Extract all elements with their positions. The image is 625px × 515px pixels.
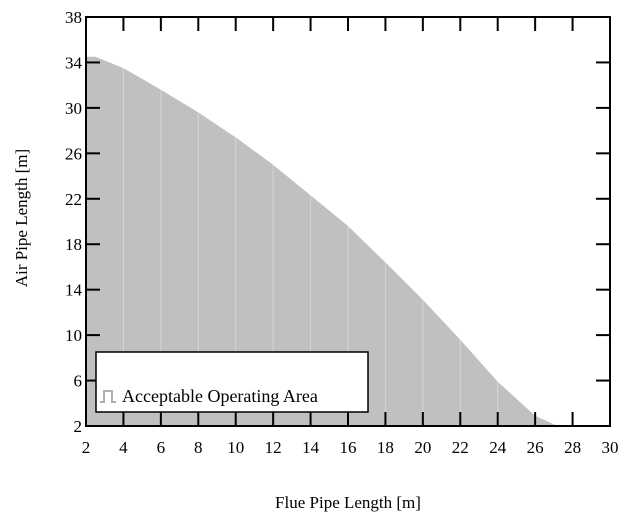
x-axis-title: Flue Pipe Length [m] [275, 493, 421, 512]
x-tick-label: 12 [265, 438, 282, 457]
y-tick-label: 10 [65, 326, 82, 345]
series-area-0 [86, 56, 558, 427]
y-tick-label: 22 [65, 190, 82, 209]
legend-box [95, 351, 369, 413]
x-tick-label: 16 [340, 438, 357, 457]
x-tick-label: 14 [302, 438, 320, 457]
legend-swatch-icon [100, 390, 116, 403]
y-tick-label: 14 [65, 281, 83, 300]
y-tick-label: 34 [65, 53, 83, 72]
x-tick-label: 22 [452, 438, 469, 457]
x-tick-label: 10 [227, 438, 244, 457]
y-axis-title: Air Pipe Length [m] [12, 149, 31, 287]
x-tick-label: 6 [157, 438, 166, 457]
y-tick-label: 30 [65, 99, 82, 118]
x-tick-label: 28 [564, 438, 581, 457]
y-tick-label: 38 [65, 8, 82, 27]
legend-label: Acceptable Operating Area [122, 386, 318, 406]
y-tick-label: 2 [74, 417, 83, 436]
y-tick-label: 6 [74, 372, 83, 391]
x-tick-label: 8 [194, 438, 203, 457]
x-tick-label: 2 [82, 438, 91, 457]
x-tick-label: 20 [414, 438, 431, 457]
legend: Acceptable Operating Area [95, 351, 369, 413]
x-tick-label: 30 [602, 438, 619, 457]
y-tick-label: 18 [65, 235, 82, 254]
x-tick-labels: 2 4 6 8 10 12 14 16 18 20 22 24 26 28 30 [82, 438, 619, 457]
x-tick-label: 26 [527, 438, 544, 457]
plot-frame [85, 16, 611, 427]
y-tick-label: 26 [65, 144, 82, 163]
x-tick-label: 24 [489, 438, 507, 457]
x-tick-label: 18 [377, 438, 394, 457]
x-tick-label: 4 [119, 438, 128, 457]
